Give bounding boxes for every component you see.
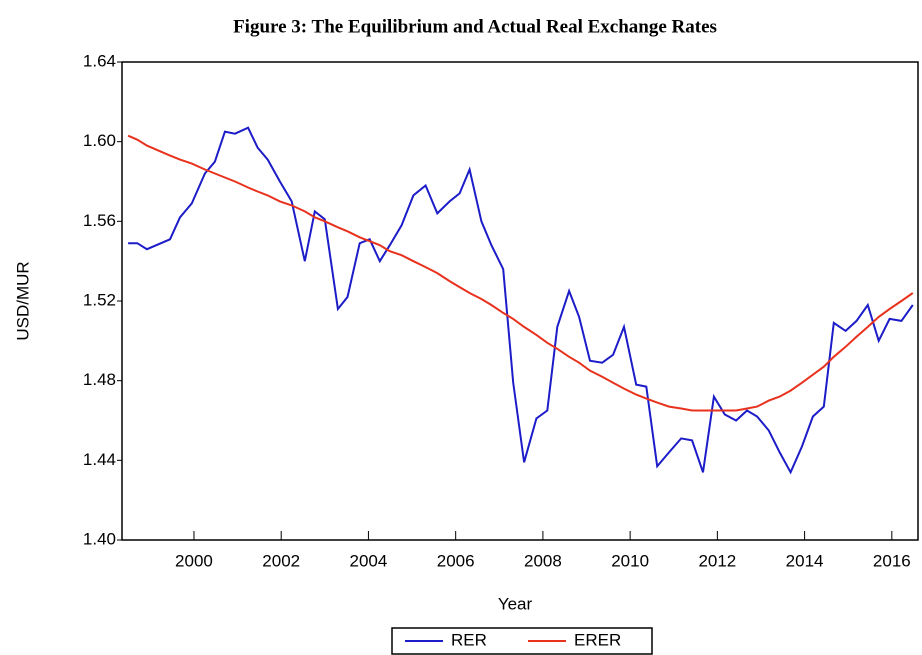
legend-label: ERER xyxy=(574,630,621,649)
y-tick-label: 1.60 xyxy=(83,131,116,150)
y-tick-label: 1.52 xyxy=(83,290,116,309)
series-line xyxy=(127,134,914,412)
y-tick-label: 1.64 xyxy=(83,51,116,70)
x-tick-label: 2004 xyxy=(350,551,388,570)
plot-frame xyxy=(121,61,919,541)
y-tick-label: 1.44 xyxy=(83,450,116,469)
chart-title: Figure 3: The Equilibrium and Actual Rea… xyxy=(233,16,717,37)
x-tick-label: 2010 xyxy=(611,551,649,570)
y-tick-label: 1.40 xyxy=(83,529,116,548)
y-tick-label: 1.56 xyxy=(83,211,116,230)
x-axis-label: Year xyxy=(498,594,533,613)
x-tick-label: 2002 xyxy=(262,551,300,570)
x-tick-label: 2000 xyxy=(175,551,213,570)
y-tick-label: 1.48 xyxy=(83,370,116,389)
series-line xyxy=(128,126,914,475)
x-tick-label: 2016 xyxy=(873,551,911,570)
legend-label: RER xyxy=(451,630,487,649)
x-tick-label: 2014 xyxy=(786,551,824,570)
x-tick-label: 2008 xyxy=(524,551,562,570)
y-axis-label: USD/MUR xyxy=(13,261,32,340)
x-tick-label: 2012 xyxy=(698,551,736,570)
x-tick-label: 2006 xyxy=(437,551,475,570)
